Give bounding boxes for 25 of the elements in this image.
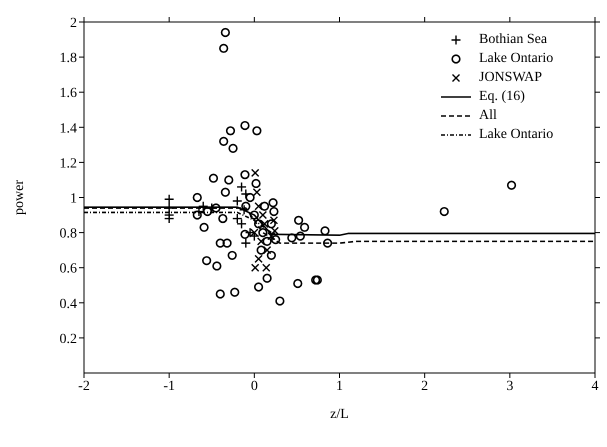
y-tick-label: 0.6	[60, 262, 77, 277]
x-tick-label: 1	[336, 378, 343, 394]
x-tick-label: -2	[78, 378, 90, 394]
legend-label: Eq. (16)	[479, 88, 525, 104]
y-tick-label: 1.8	[60, 51, 77, 66]
y-axis-title: power	[12, 180, 27, 215]
x-tick-label: 2	[421, 378, 428, 394]
legend-label: Lake Ontario	[479, 50, 554, 66]
y-tick-label: 2	[70, 16, 77, 31]
x-axis-title: z/L	[330, 407, 349, 422]
y-tick-label: 1.2	[60, 156, 77, 172]
legend-label: All	[479, 108, 497, 124]
x-tick-label: 4	[592, 378, 598, 394]
legend-label: Lake Ontario	[479, 126, 554, 142]
x-tick-label: 3	[506, 378, 514, 394]
x-tick-label: 0	[250, 378, 258, 394]
y-tick-label: 0.4	[60, 296, 77, 312]
y-tick-label: 1.6	[60, 86, 77, 102]
y-tick-label: 0.2	[60, 332, 77, 347]
legend-label: JONSWAP	[479, 70, 542, 86]
y-tick-label: 1.4	[60, 121, 77, 136]
y-tick-label: 1	[70, 191, 77, 206]
y-tick-label: 0.8	[60, 226, 77, 242]
legend-label: Bothian Sea	[479, 32, 548, 48]
x-tick-label: -1	[163, 378, 176, 394]
